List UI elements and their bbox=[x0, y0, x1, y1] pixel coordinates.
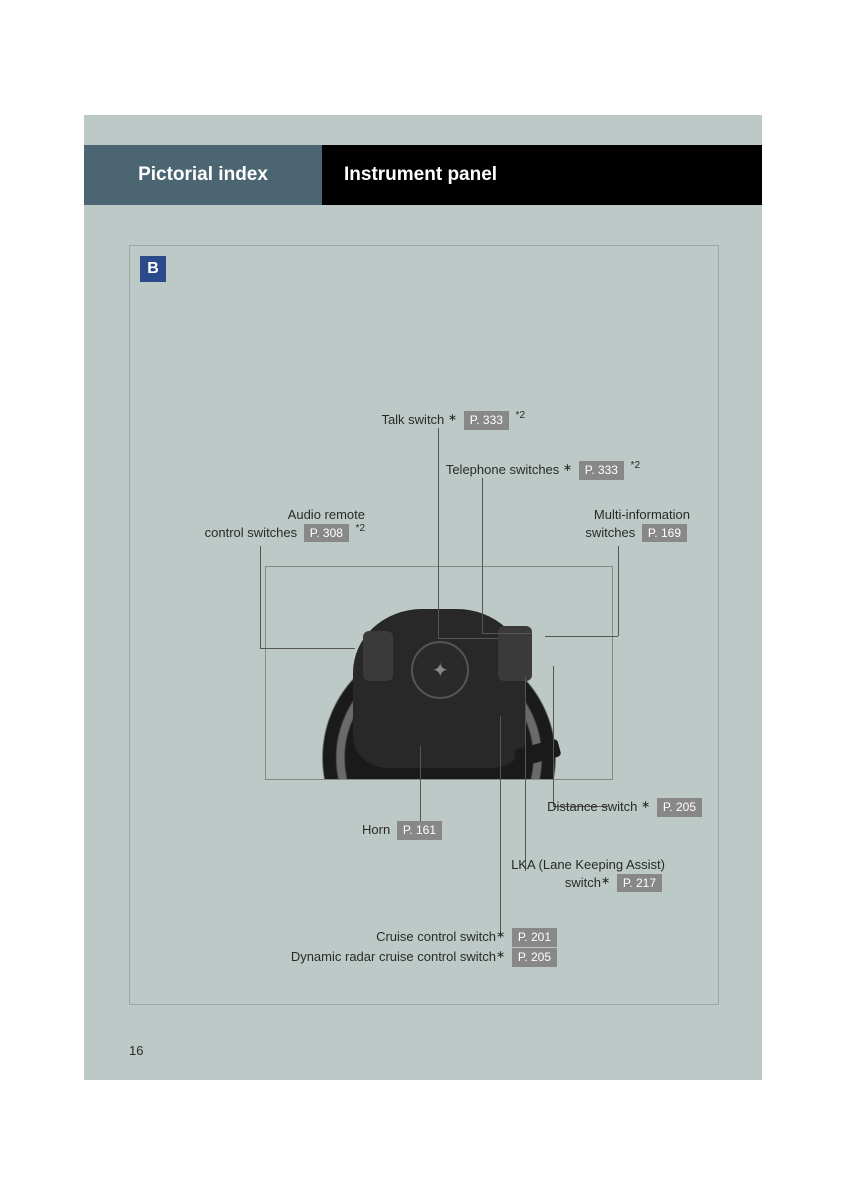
label-audio-remote: Audio remote control switches P. 308 *2 bbox=[120, 506, 365, 542]
asterisk: ∗ bbox=[601, 875, 610, 887]
leader-line bbox=[500, 716, 501, 936]
label-dynamic-radar: Dynamic radar cruise control switch∗ P. … bbox=[170, 948, 560, 967]
footnote-ref: *2 bbox=[516, 410, 525, 421]
label-text: Telephone switches bbox=[446, 462, 559, 477]
label-text: Distance switch bbox=[547, 799, 637, 814]
label-text-line1: LKA (Lane Keeping Assist) bbox=[511, 857, 665, 872]
asterisk: ∗ bbox=[448, 412, 457, 424]
leader-line bbox=[482, 478, 483, 633]
label-distance-switch: Distance switch ∗ P. 205 bbox=[485, 798, 705, 817]
asterisk: ∗ bbox=[641, 799, 650, 811]
leader-line bbox=[420, 746, 421, 826]
leader-line bbox=[618, 546, 619, 636]
header-page-title: Instrument panel bbox=[322, 145, 762, 205]
header-section-title: Pictorial index bbox=[84, 145, 322, 205]
diagram-panel: B ✦ Talk switch ∗ P. 333 *2 bbox=[129, 245, 719, 1005]
label-text-line2: switches bbox=[585, 525, 635, 540]
manual-page: Pictorial index Instrument panel B ✦ Tal bbox=[84, 115, 762, 1080]
page-number: 16 bbox=[129, 1043, 143, 1058]
label-text: Dynamic radar cruise control switch bbox=[291, 949, 496, 964]
page-ref: P. 169 bbox=[642, 524, 687, 542]
label-text: Cruise control switch bbox=[376, 929, 496, 944]
label-text: Talk switch bbox=[381, 412, 444, 427]
steering-wheel-image: ✦ bbox=[265, 566, 613, 780]
leader-line bbox=[525, 676, 526, 871]
footnote-ref: *2 bbox=[631, 460, 640, 471]
label-text: Horn bbox=[362, 822, 390, 837]
page-header: Pictorial index Instrument panel bbox=[84, 145, 762, 205]
label-cruise-control: Cruise control switch∗ P. 201 bbox=[240, 928, 560, 947]
panel-letter-badge: B bbox=[140, 256, 166, 282]
label-text-line2: control switches bbox=[205, 525, 297, 540]
label-multi-info: Multi-information switches P. 169 bbox=[495, 506, 690, 542]
label-horn: Horn P. 161 bbox=[265, 821, 445, 840]
leader-line bbox=[260, 546, 261, 648]
page-ref: P. 161 bbox=[397, 821, 442, 839]
label-text-line1: Audio remote bbox=[288, 507, 365, 522]
page-ref: P. 205 bbox=[657, 798, 702, 816]
leader-line bbox=[553, 666, 554, 806]
asterisk: ∗ bbox=[496, 949, 505, 961]
leader-line bbox=[438, 638, 498, 639]
label-text-line1: Multi-information bbox=[594, 507, 690, 522]
label-telephone-switches: Telephone switches ∗ P. 333 *2 bbox=[335, 461, 640, 480]
page-ref: P. 217 bbox=[617, 874, 662, 892]
page-ref: P. 201 bbox=[512, 928, 557, 946]
page-ref: P. 205 bbox=[512, 948, 557, 966]
page-ref: P. 333 bbox=[464, 411, 509, 429]
page-ref: P. 308 bbox=[304, 524, 349, 542]
footnote-ref: *2 bbox=[356, 523, 365, 534]
label-lka-switch: LKA (Lane Keeping Assist) switch∗ P. 217 bbox=[385, 856, 665, 892]
page-ref: P. 333 bbox=[579, 461, 624, 479]
wheel-right-controls bbox=[498, 626, 532, 681]
label-talk-switch: Talk switch ∗ P. 333 *2 bbox=[250, 411, 525, 430]
leader-line bbox=[438, 428, 439, 638]
label-text-line2: switch bbox=[565, 875, 601, 890]
leader-line bbox=[545, 636, 618, 637]
asterisk: ∗ bbox=[496, 929, 505, 941]
asterisk: ∗ bbox=[563, 462, 572, 474]
leader-line bbox=[260, 648, 355, 649]
leader-line bbox=[482, 633, 532, 634]
wheel-left-controls bbox=[363, 631, 393, 681]
